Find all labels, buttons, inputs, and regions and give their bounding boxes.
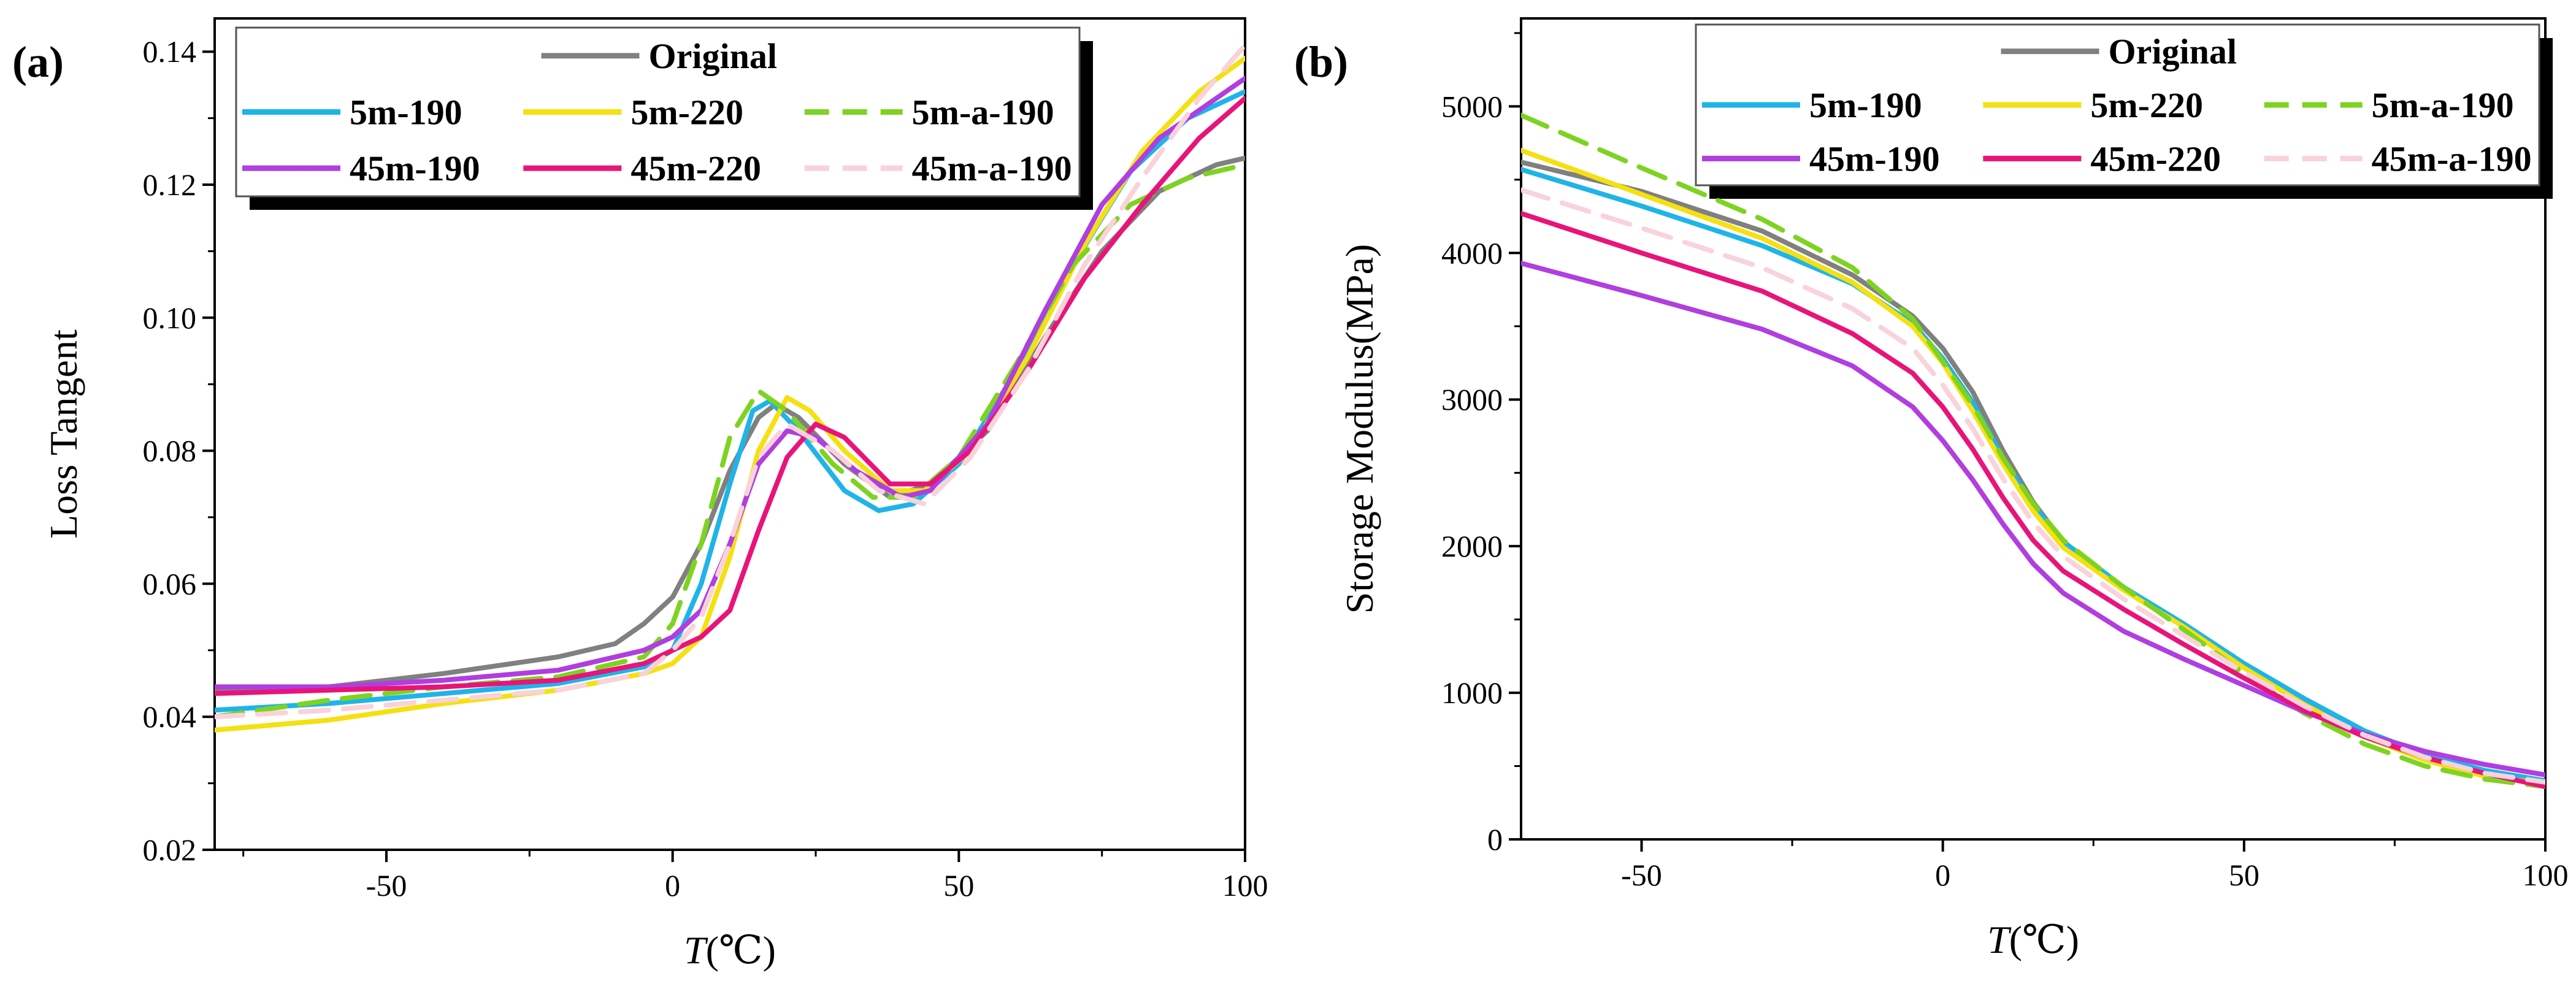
panel-a-legend-label-0: Original	[649, 36, 777, 76]
panel-b-y-axis-title: Storage Modulus(MPa)	[1338, 244, 1381, 614]
panel-a-legend-label-5: 45m-220	[631, 148, 761, 188]
panel-a-plot-frame	[213, 17, 1246, 851]
panel-a-y-tick-label: 0.06	[143, 566, 197, 601]
panel-b-legend-label-1: 5m-190	[1809, 85, 1922, 125]
panel-a-y-tick-label: 0.12	[143, 168, 197, 202]
panel-b-y-tick-label: 1000	[1441, 676, 1503, 710]
panel-a-series-line-5	[215, 96, 1245, 696]
panel-a-loss-tangent-chart: (a) Original 5m-190 5m-220 5m-a-190 45m-190 4…	[12, 17, 1268, 972]
panel-b-x-axis-title-unit: (℃)	[2009, 918, 2079, 961]
panel-b-x-tick-label: 50	[2229, 858, 2260, 892]
panel-a-series-line-6	[215, 42, 1245, 720]
panel-b-x-tick-label: 0	[1935, 858, 1950, 892]
panel-b-series-line-6	[1521, 187, 2545, 785]
panel-a-x-tick-label: -50	[366, 868, 407, 903]
panel-a-x-tick-label: 100	[1222, 868, 1268, 903]
panel-a-legend: Original 5m-190 5m-220 5m-a-190 45m-190 45m-2…	[235, 26, 1093, 210]
panel-a-legend-label-3: 5m-a-190	[912, 93, 1054, 133]
panel-b-y-tick-label: 0	[1487, 822, 1503, 857]
panel-a-x-tick-label: 50	[943, 868, 974, 903]
panel-b-legend-label-4: 45m-190	[1809, 139, 1940, 179]
panel-a-legend-label-2: 5m-220	[631, 93, 743, 133]
panel-a-legend-box	[235, 26, 1081, 198]
panel-b-storage-modulus-chart: (b) Original 5m-190 5m-220 5m-a-190 45m-190 4…	[1294, 17, 2569, 961]
panel-a-series-group	[215, 42, 1245, 733]
panel-a-y-tick-label: 0.02	[143, 833, 197, 867]
panel-a-series-line-3	[215, 162, 1245, 720]
panel-b-legend-label-2: 5m-220	[2090, 85, 2203, 125]
panel-b-x-axis-title-symbol: T	[1987, 918, 2012, 961]
panel-b-series-line-0	[1521, 160, 2545, 784]
panel-b-legend: Original 5m-190 5m-220 5m-a-190 45m-190 45m-2…	[1695, 23, 2553, 199]
panel-b-y-tick-label: 2000	[1441, 529, 1503, 563]
panel-a-y-axis-title: Loss Tangent	[42, 329, 85, 539]
panel-b-y-tick-label: 4000	[1441, 236, 1503, 270]
panel-a-legend-label-1: 5m-190	[350, 93, 462, 133]
panel-b-x-tick-label: 100	[2523, 858, 2569, 892]
panel-a-label: (a)	[12, 37, 64, 87]
panel-b-y-tick-label: 5000	[1441, 89, 1503, 123]
panel-a-x-axis-title-unit: (℃)	[706, 928, 776, 972]
panel-a-legend-label-6: 45m-a-190	[912, 148, 1072, 188]
panel-a-x-axis-title: T(℃)	[684, 928, 776, 972]
panel-b-legend-box	[1695, 23, 2540, 187]
panel-b-legend-label-5: 45m-220	[2090, 139, 2221, 179]
panel-a-y-tick-label: 0.14	[143, 34, 197, 69]
panel-a-x-axis-title-symbol: T	[684, 928, 708, 972]
panel-a-y-tick-label: 0.04	[143, 699, 197, 734]
panel-b-legend-label-3: 5m-a-190	[2372, 85, 2514, 125]
panel-a-legend-label-4: 45m-190	[350, 148, 480, 188]
panel-b-x-tick-label: -50	[1621, 858, 1662, 892]
panel-b-series-line-2	[1521, 148, 2545, 787]
panel-a-y-tick-label: 0.10	[143, 301, 197, 335]
panel-b-x-axis-title: T(℃)	[1987, 918, 2079, 961]
panel-b-plot-frame	[1520, 17, 2547, 841]
panel-b-y-tick-label: 3000	[1441, 382, 1503, 417]
panel-a-y-tick-label: 0.08	[143, 434, 197, 468]
panel-b-label: (b)	[1294, 37, 1348, 87]
panel-b-series-line-3	[1521, 112, 2545, 789]
panel-b-legend-label-0: Original	[2109, 32, 2237, 72]
panel-b-series-line-4	[1521, 261, 2545, 777]
panel-b-legend-label-6: 45m-a-190	[2372, 139, 2532, 179]
panel-a-x-tick-label: 0	[665, 868, 680, 903]
panel-b-series-group	[1521, 112, 2545, 789]
